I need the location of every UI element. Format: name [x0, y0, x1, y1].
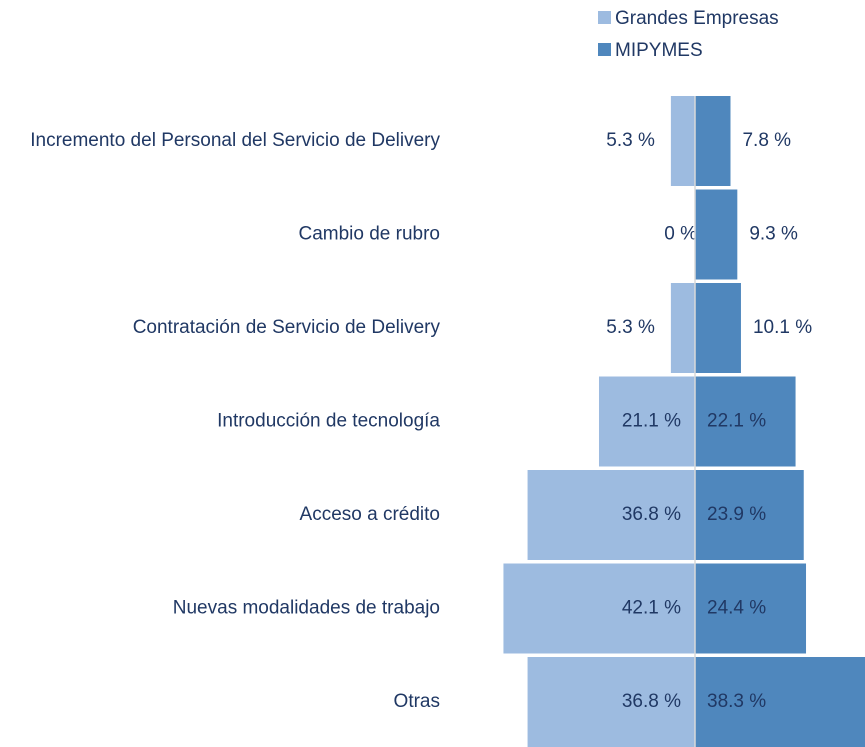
- value-label: 9.3 %: [749, 224, 798, 245]
- value-label: 23.9 %: [707, 504, 766, 525]
- bar: [695, 189, 738, 280]
- bar: [503, 563, 695, 654]
- legend-swatch: [598, 11, 611, 24]
- value-label: 38.3 %: [707, 691, 766, 712]
- value-label: 7.8 %: [742, 130, 791, 151]
- category-label: Otras: [394, 691, 440, 712]
- value-label: 5.3 %: [606, 130, 655, 151]
- value-label: 22.1 %: [707, 411, 766, 432]
- category-label: Introducción de tecnología: [217, 411, 440, 432]
- category-label: Contratación de Servicio de Delivery: [133, 317, 441, 338]
- bar: [695, 470, 804, 560]
- value-label: 10.1 %: [753, 317, 812, 338]
- legend-label: Grandes Empresas: [615, 8, 779, 29]
- category-label: Cambio de rubro: [298, 224, 440, 245]
- bar: [695, 96, 731, 186]
- bar: [695, 563, 807, 654]
- category-label: Nuevas modalidades de trabajo: [173, 598, 440, 619]
- bar: [670, 283, 695, 373]
- legend-label: MIPYMES: [615, 40, 703, 61]
- value-label: 5.3 %: [606, 317, 655, 338]
- value-label: 21.1 %: [622, 411, 681, 432]
- bar: [598, 376, 695, 467]
- bar: [527, 470, 695, 560]
- bar: [695, 657, 865, 747]
- legend-swatch: [598, 43, 611, 56]
- bar: [527, 657, 695, 747]
- category-label: Acceso a crédito: [300, 504, 440, 525]
- bar: [695, 376, 796, 467]
- value-label: 42.1 %: [622, 598, 681, 619]
- value-label: 36.8 %: [622, 504, 681, 525]
- bar: [695, 283, 741, 373]
- category-label: Incremento del Personal del Servicio de …: [30, 130, 440, 151]
- value-label: 24.4 %: [707, 598, 766, 619]
- value-label: 0 %: [664, 224, 697, 245]
- bar: [670, 96, 695, 186]
- value-label: 36.8 %: [622, 691, 681, 712]
